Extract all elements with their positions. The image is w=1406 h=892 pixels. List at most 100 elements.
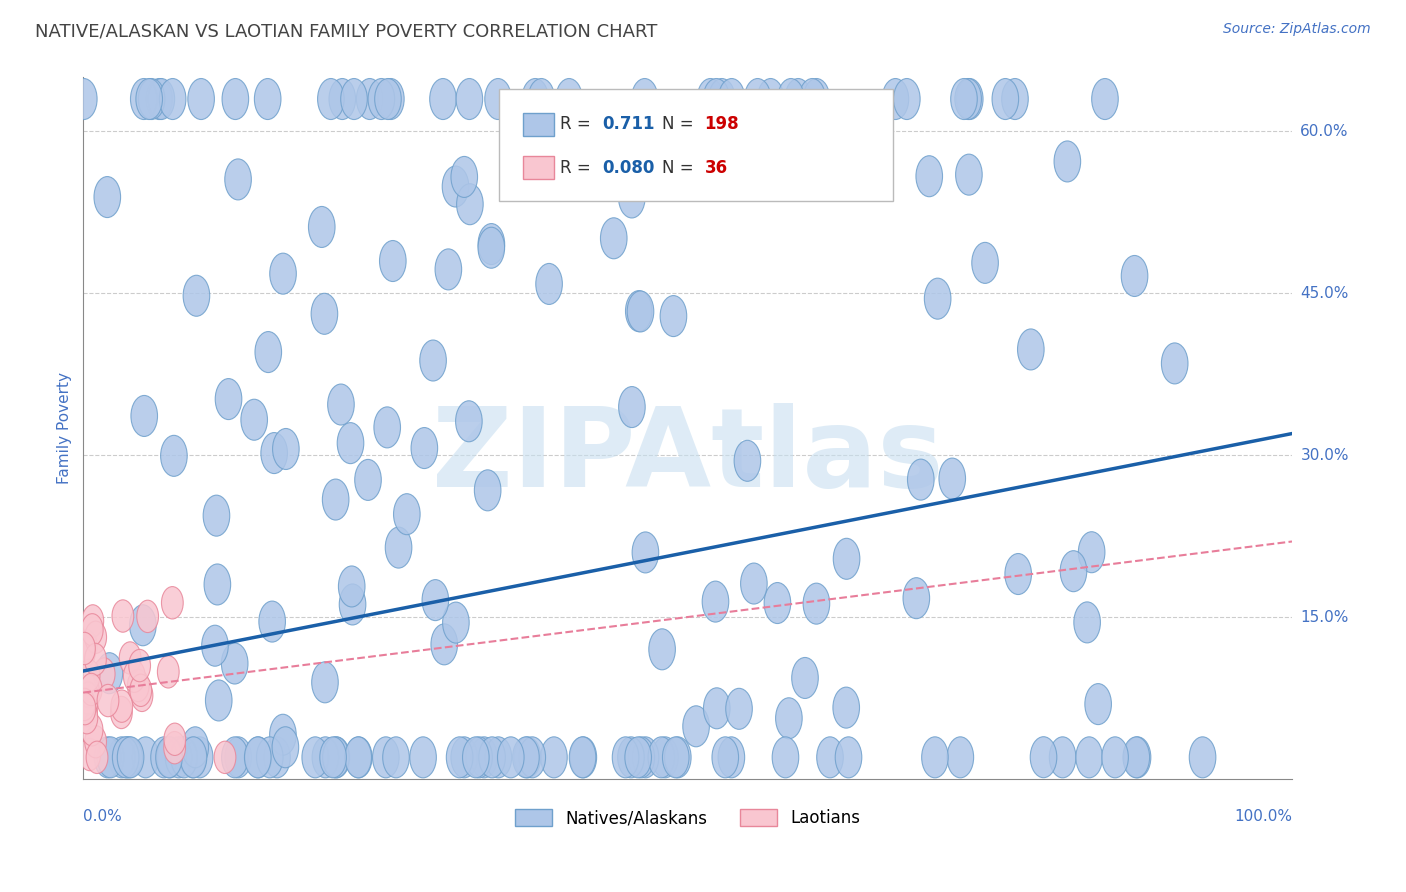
- Ellipse shape: [128, 669, 149, 702]
- Ellipse shape: [894, 78, 920, 120]
- Ellipse shape: [114, 737, 141, 778]
- Ellipse shape: [443, 602, 470, 643]
- Ellipse shape: [84, 621, 107, 654]
- Ellipse shape: [955, 78, 981, 120]
- Ellipse shape: [1049, 737, 1076, 778]
- Text: 100.0%: 100.0%: [1234, 809, 1292, 824]
- Ellipse shape: [633, 737, 659, 778]
- Ellipse shape: [117, 737, 143, 778]
- Ellipse shape: [356, 78, 382, 120]
- Ellipse shape: [73, 689, 96, 721]
- Ellipse shape: [150, 737, 177, 778]
- Text: 60.0%: 60.0%: [1301, 124, 1348, 139]
- Ellipse shape: [817, 737, 844, 778]
- Ellipse shape: [1085, 683, 1111, 724]
- Ellipse shape: [832, 687, 859, 728]
- Text: ZIPAtlas: ZIPAtlas: [432, 402, 943, 509]
- Ellipse shape: [245, 737, 271, 778]
- Text: 198: 198: [704, 115, 740, 134]
- Ellipse shape: [163, 731, 186, 764]
- Ellipse shape: [201, 625, 228, 666]
- Ellipse shape: [536, 263, 562, 304]
- Ellipse shape: [202, 495, 229, 536]
- Ellipse shape: [254, 332, 281, 373]
- Ellipse shape: [683, 706, 710, 747]
- Ellipse shape: [96, 653, 122, 694]
- Ellipse shape: [972, 243, 998, 284]
- Ellipse shape: [956, 78, 983, 120]
- Ellipse shape: [617, 737, 644, 778]
- Ellipse shape: [84, 643, 107, 675]
- Ellipse shape: [711, 737, 738, 778]
- Ellipse shape: [382, 737, 409, 778]
- Ellipse shape: [950, 78, 977, 120]
- Ellipse shape: [485, 78, 512, 120]
- Ellipse shape: [156, 737, 183, 778]
- Ellipse shape: [652, 737, 679, 778]
- Ellipse shape: [703, 688, 730, 729]
- Ellipse shape: [803, 583, 830, 624]
- Ellipse shape: [778, 78, 804, 120]
- Ellipse shape: [835, 737, 862, 778]
- Ellipse shape: [446, 737, 472, 778]
- Ellipse shape: [378, 78, 404, 120]
- Ellipse shape: [86, 741, 108, 773]
- Ellipse shape: [77, 675, 100, 707]
- Ellipse shape: [485, 737, 512, 778]
- Ellipse shape: [82, 605, 104, 637]
- Ellipse shape: [339, 584, 366, 625]
- Ellipse shape: [661, 295, 686, 336]
- Text: 0.0%: 0.0%: [83, 809, 122, 824]
- Ellipse shape: [569, 737, 596, 778]
- Ellipse shape: [744, 78, 770, 120]
- Text: 0.711: 0.711: [602, 115, 654, 134]
- Ellipse shape: [181, 727, 208, 768]
- Ellipse shape: [422, 580, 449, 621]
- Ellipse shape: [1161, 343, 1188, 384]
- Ellipse shape: [187, 737, 212, 778]
- Ellipse shape: [259, 601, 285, 642]
- Ellipse shape: [513, 737, 540, 778]
- Ellipse shape: [374, 407, 401, 448]
- Text: R =: R =: [560, 115, 596, 134]
- Ellipse shape: [131, 78, 157, 120]
- Ellipse shape: [725, 689, 752, 730]
- Ellipse shape: [337, 423, 364, 464]
- Ellipse shape: [245, 737, 271, 778]
- Ellipse shape: [136, 600, 159, 632]
- Ellipse shape: [319, 737, 346, 778]
- Ellipse shape: [180, 737, 207, 778]
- Ellipse shape: [1078, 532, 1105, 573]
- Ellipse shape: [131, 395, 157, 436]
- Ellipse shape: [188, 78, 214, 120]
- Text: Source: ZipAtlas.com: Source: ZipAtlas.com: [1223, 22, 1371, 37]
- Ellipse shape: [903, 578, 929, 619]
- Text: 30.0%: 30.0%: [1301, 448, 1348, 463]
- Ellipse shape: [156, 737, 183, 778]
- Ellipse shape: [758, 78, 785, 120]
- Ellipse shape: [76, 701, 98, 734]
- Ellipse shape: [619, 177, 645, 218]
- Ellipse shape: [240, 400, 267, 441]
- Ellipse shape: [1031, 737, 1057, 778]
- Ellipse shape: [312, 662, 339, 703]
- Ellipse shape: [318, 78, 344, 120]
- Ellipse shape: [799, 78, 825, 120]
- Ellipse shape: [75, 692, 96, 725]
- Ellipse shape: [763, 582, 790, 624]
- Ellipse shape: [136, 78, 163, 120]
- Ellipse shape: [522, 78, 548, 120]
- Text: N =: N =: [662, 159, 699, 177]
- Ellipse shape: [619, 386, 645, 427]
- Ellipse shape: [703, 78, 730, 120]
- Ellipse shape: [339, 566, 366, 607]
- Ellipse shape: [600, 218, 627, 259]
- Ellipse shape: [80, 673, 103, 706]
- Ellipse shape: [214, 741, 236, 773]
- Ellipse shape: [519, 737, 546, 778]
- Ellipse shape: [463, 737, 489, 778]
- Ellipse shape: [1005, 554, 1032, 595]
- Text: R =: R =: [560, 159, 596, 177]
- Ellipse shape: [308, 206, 335, 247]
- Ellipse shape: [148, 78, 174, 120]
